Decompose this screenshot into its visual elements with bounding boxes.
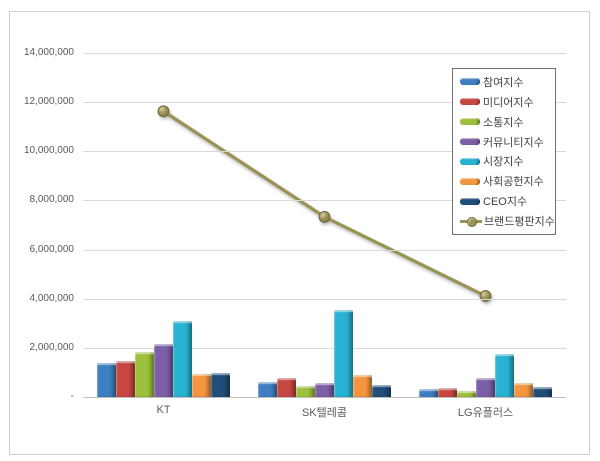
legend-line-marker-icon (460, 217, 482, 227)
y-gridline (83, 151, 566, 153)
bar-커뮤니티지수-KT (154, 343, 173, 397)
y-gridline (83, 347, 566, 349)
bar-시장지수-SK텔레콤 (334, 309, 353, 397)
bar-시장지수-KT (173, 321, 192, 397)
bar-커뮤니티지수-LG유플러스 (476, 378, 495, 397)
legend-item: 참여지수 (460, 73, 555, 91)
bar-사회공헌지수-LG유플러스 (514, 382, 533, 397)
y-gridline (83, 102, 566, 104)
x-axis-line (83, 397, 566, 398)
bar-사회공헌지수-SK텔레콤 (353, 375, 372, 397)
bar-참여지수-LG유플러스 (419, 388, 438, 397)
x-category-label: SK텔레콤 (301, 407, 348, 419)
legend-bar-swatch-icon (460, 157, 480, 165)
bar-사회공헌지수-KT (192, 373, 211, 397)
legend-item: 브랜드평판지수 (460, 212, 555, 230)
y-tick-label: 6,000,000 (29, 243, 75, 255)
bar-참여지수-SK텔레콤 (258, 381, 277, 397)
bar-시장지수-LG유플러스 (495, 354, 514, 397)
legend-item: 시장지수 (460, 152, 555, 170)
bar-미디어지수-LG유플러스 (438, 387, 457, 397)
bar-참여지수-KT (97, 363, 116, 397)
y-tick-label: 14,000,000 (23, 47, 74, 58)
legend-item: 커뮤니티지수 (460, 133, 555, 151)
bar-소통지수-SK텔레콤 (296, 385, 315, 397)
bar-CEO지수-SK텔레콤 (372, 385, 391, 397)
y-tick-label: 10,000,000 (23, 145, 74, 157)
y-gridline (83, 53, 566, 54)
legend-bar-swatch-icon (460, 98, 480, 106)
legend-label: CEO지수 (483, 196, 528, 209)
y-tick-label: 4,000,000 (29, 292, 75, 304)
bar-소통지수-LG유플러스 (457, 391, 476, 397)
legend-label: 소통지수 (483, 116, 524, 129)
bar-소통지수-KT (135, 352, 154, 397)
y-gridline (83, 298, 566, 300)
y-tick-label: 8,000,000 (29, 194, 75, 206)
legend-item: 미디어지수 (460, 93, 555, 111)
legend-bar-swatch-icon (460, 78, 480, 86)
legend-bar-swatch-icon (460, 197, 480, 205)
y-tick-label: 12,000,000 (23, 96, 74, 108)
y-gridline (83, 200, 566, 202)
legend-label: 시장지수 (483, 156, 524, 169)
legend-label: 참여지수 (483, 76, 524, 89)
legend-bar-swatch-icon (460, 177, 480, 185)
bar-커뮤니티지수-SK텔레콤 (315, 382, 334, 397)
legend-label: 사회공헌지수 (483, 176, 544, 189)
y-tick-label: - (70, 391, 74, 402)
legend-item: CEO지수 (460, 192, 555, 210)
y-tick-label: 2,000,000 (29, 341, 75, 353)
legend-item: 사회공헌지수 (460, 172, 555, 190)
bar-미디어지수-KT (116, 360, 135, 397)
legend-label: 브랜드평판지수 (484, 216, 555, 228)
legend-item: 소통지수 (460, 113, 555, 131)
legend-label: 커뮤니티지수 (483, 136, 544, 149)
legend-bar-swatch-icon (460, 138, 480, 145)
y-gridline (83, 249, 566, 251)
legend-bar-swatch-icon (460, 118, 480, 126)
bar-미디어지수-SK텔레콤 (277, 377, 296, 397)
bar-CEO지수-LG유플러스 (533, 387, 552, 397)
x-category-label: LG유플러스 (457, 407, 514, 419)
x-category-label: KT (156, 404, 171, 416)
bar-CEO지수-KT (211, 373, 230, 397)
legend-label: 미디어지수 (483, 96, 534, 109)
